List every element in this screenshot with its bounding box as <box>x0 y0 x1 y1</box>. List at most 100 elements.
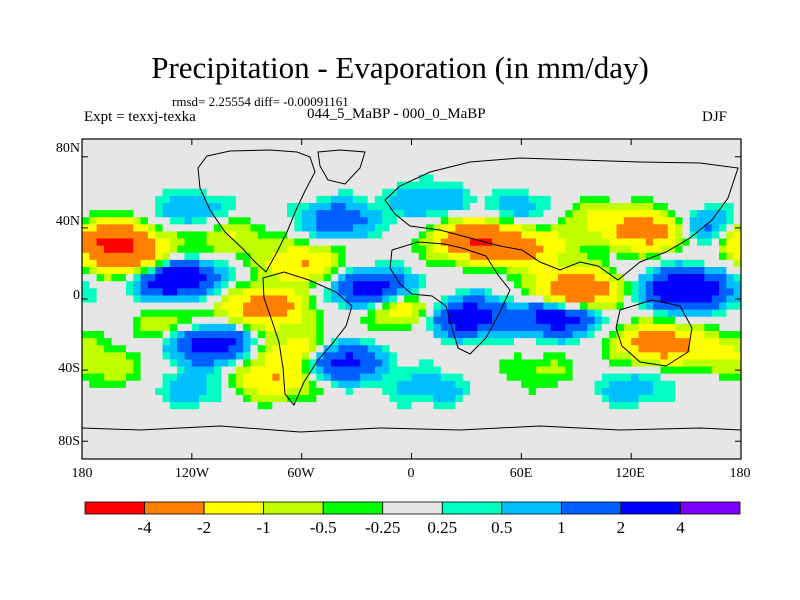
field-cell <box>206 380 215 389</box>
field-cell <box>199 238 208 247</box>
field-cell <box>140 174 149 183</box>
field-cell <box>250 281 259 289</box>
field-cell <box>484 380 493 389</box>
field-cell <box>125 203 134 211</box>
field-cell <box>396 195 405 204</box>
field-cell <box>689 380 698 389</box>
field-cell <box>572 359 581 368</box>
field-cell <box>623 153 632 161</box>
field-cell <box>272 323 281 332</box>
field-cell <box>440 188 449 197</box>
field-cell <box>733 203 741 211</box>
field-cell <box>711 174 720 183</box>
field-cell <box>367 267 376 275</box>
field-cell <box>565 380 574 389</box>
field-cell <box>462 345 471 353</box>
field-cell <box>433 252 442 261</box>
field-cell <box>528 210 537 218</box>
field-cell <box>514 238 522 247</box>
field-cell <box>345 444 354 453</box>
field-cell <box>133 345 142 353</box>
field-cell <box>411 366 420 375</box>
field-cell <box>221 238 230 247</box>
field-cell <box>645 224 654 233</box>
field-cell <box>323 331 332 339</box>
field-cell <box>448 195 457 204</box>
field-cell <box>528 437 537 446</box>
field-cell <box>711 402 720 410</box>
field-cell <box>265 238 273 247</box>
field-cell <box>470 387 478 396</box>
field-cell <box>543 181 552 190</box>
field-cell <box>660 295 669 304</box>
field-cell <box>235 224 244 233</box>
field-cell <box>448 252 457 261</box>
field-cell <box>257 153 266 161</box>
field-cell <box>499 437 508 446</box>
field-cell <box>265 395 273 403</box>
field-cell <box>462 288 471 297</box>
field-cell <box>550 217 559 225</box>
field-cell <box>140 338 149 346</box>
field-cell <box>521 160 530 169</box>
field-cell <box>294 217 303 225</box>
field-cell <box>250 338 259 346</box>
field-cell <box>535 295 544 304</box>
colorbar-label: 4 <box>676 518 685 537</box>
field-cell <box>572 238 581 247</box>
field-cell <box>404 316 413 325</box>
field-cell <box>382 146 391 154</box>
field-cell <box>667 331 676 339</box>
field-cell <box>140 302 149 311</box>
field-cell <box>352 252 361 261</box>
field-cell <box>111 146 120 154</box>
field-cell <box>235 288 244 297</box>
field-cell <box>616 309 625 318</box>
field-cell <box>169 380 178 389</box>
field-cell <box>404 302 413 311</box>
field-cell <box>199 167 208 176</box>
field-cell <box>228 380 237 389</box>
field-cell <box>301 295 310 304</box>
field-cell <box>594 217 603 225</box>
field-cell <box>89 316 98 325</box>
field-cell <box>140 288 149 297</box>
field-cell <box>499 309 508 318</box>
field-cell <box>411 195 420 204</box>
field-cell <box>492 331 500 339</box>
field-cell <box>287 423 295 432</box>
field-cell <box>609 409 618 417</box>
field-cell <box>103 224 112 233</box>
field-cell <box>565 302 574 311</box>
field-cell <box>265 259 273 268</box>
field-cell <box>660 267 669 275</box>
field-cell <box>250 295 259 304</box>
field-cell <box>89 195 98 204</box>
field-cell <box>682 224 691 233</box>
field-cell <box>352 153 361 161</box>
field-cell <box>374 430 383 439</box>
field-cell <box>638 274 647 282</box>
field-cell <box>374 359 383 368</box>
field-cell <box>616 302 625 311</box>
field-cell <box>367 195 376 204</box>
field-cell <box>228 167 237 176</box>
field-cell <box>521 323 530 332</box>
field-cell <box>719 139 727 147</box>
field-cell <box>455 203 464 211</box>
field-cell <box>660 309 669 318</box>
field-cell <box>250 444 259 453</box>
field-cell <box>162 153 171 161</box>
field-cell <box>433 387 442 396</box>
field-cell <box>565 338 574 346</box>
field-cell <box>330 160 339 169</box>
field-cell <box>565 153 574 161</box>
field-cell <box>162 188 171 197</box>
field-cell <box>213 231 222 240</box>
field-cell <box>579 146 588 154</box>
field-cell <box>675 366 684 375</box>
field-cell <box>440 245 449 254</box>
field-cell <box>492 302 500 311</box>
field-cell <box>645 387 654 396</box>
field-cell <box>111 259 120 268</box>
